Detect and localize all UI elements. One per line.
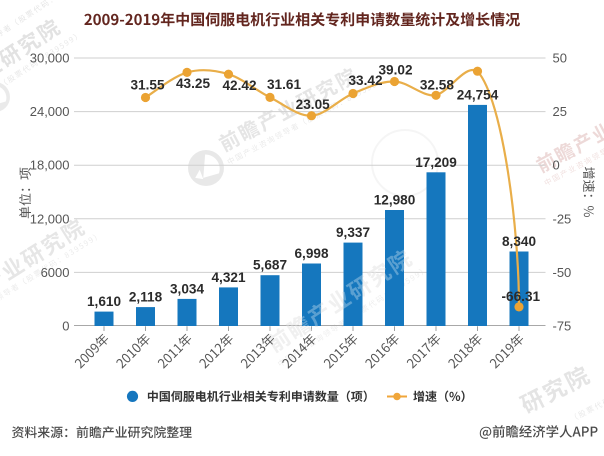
- svg-text:6000: 6000: [41, 265, 70, 280]
- svg-text:0: 0: [553, 158, 560, 173]
- svg-text:8,340: 8,340: [502, 234, 536, 249]
- svg-text:6,998: 6,998: [294, 246, 328, 261]
- svg-text:5,687: 5,687: [253, 258, 287, 273]
- svg-text:3,034: 3,034: [170, 281, 204, 296]
- svg-text:1,610: 1,610: [87, 294, 121, 309]
- svg-text:31.61: 31.61: [267, 77, 301, 92]
- svg-text:9,337: 9,337: [336, 225, 370, 240]
- svg-text:0: 0: [62, 319, 69, 334]
- svg-text:17,209: 17,209: [415, 155, 457, 170]
- svg-text:33.42: 33.42: [348, 73, 382, 88]
- svg-text:12,980: 12,980: [374, 193, 416, 208]
- svg-text:39.02: 39.02: [378, 63, 412, 78]
- svg-text:18,000: 18,000: [30, 158, 70, 173]
- svg-text:-50: -50: [553, 265, 572, 280]
- svg-text:24,754: 24,754: [457, 87, 499, 102]
- svg-text:42.42: 42.42: [222, 78, 256, 93]
- svg-text:12,000: 12,000: [30, 211, 70, 226]
- svg-text:-25: -25: [553, 211, 572, 226]
- svg-text:-75: -75: [553, 319, 572, 334]
- svg-text:23.05: 23.05: [296, 97, 330, 112]
- svg-text:31.55: 31.55: [130, 78, 164, 93]
- svg-text:43.25: 43.25: [176, 76, 210, 91]
- svg-text:24,000: 24,000: [30, 104, 70, 119]
- svg-text:32.58: 32.58: [420, 78, 454, 93]
- svg-text:-66.31: -66.31: [502, 289, 541, 304]
- svg-text:25: 25: [553, 104, 567, 119]
- svg-text:50: 50: [553, 51, 567, 66]
- svg-text:2,118: 2,118: [129, 290, 163, 305]
- svg-text:30,000: 30,000: [30, 51, 70, 66]
- svg-text:4,321: 4,321: [211, 270, 245, 285]
